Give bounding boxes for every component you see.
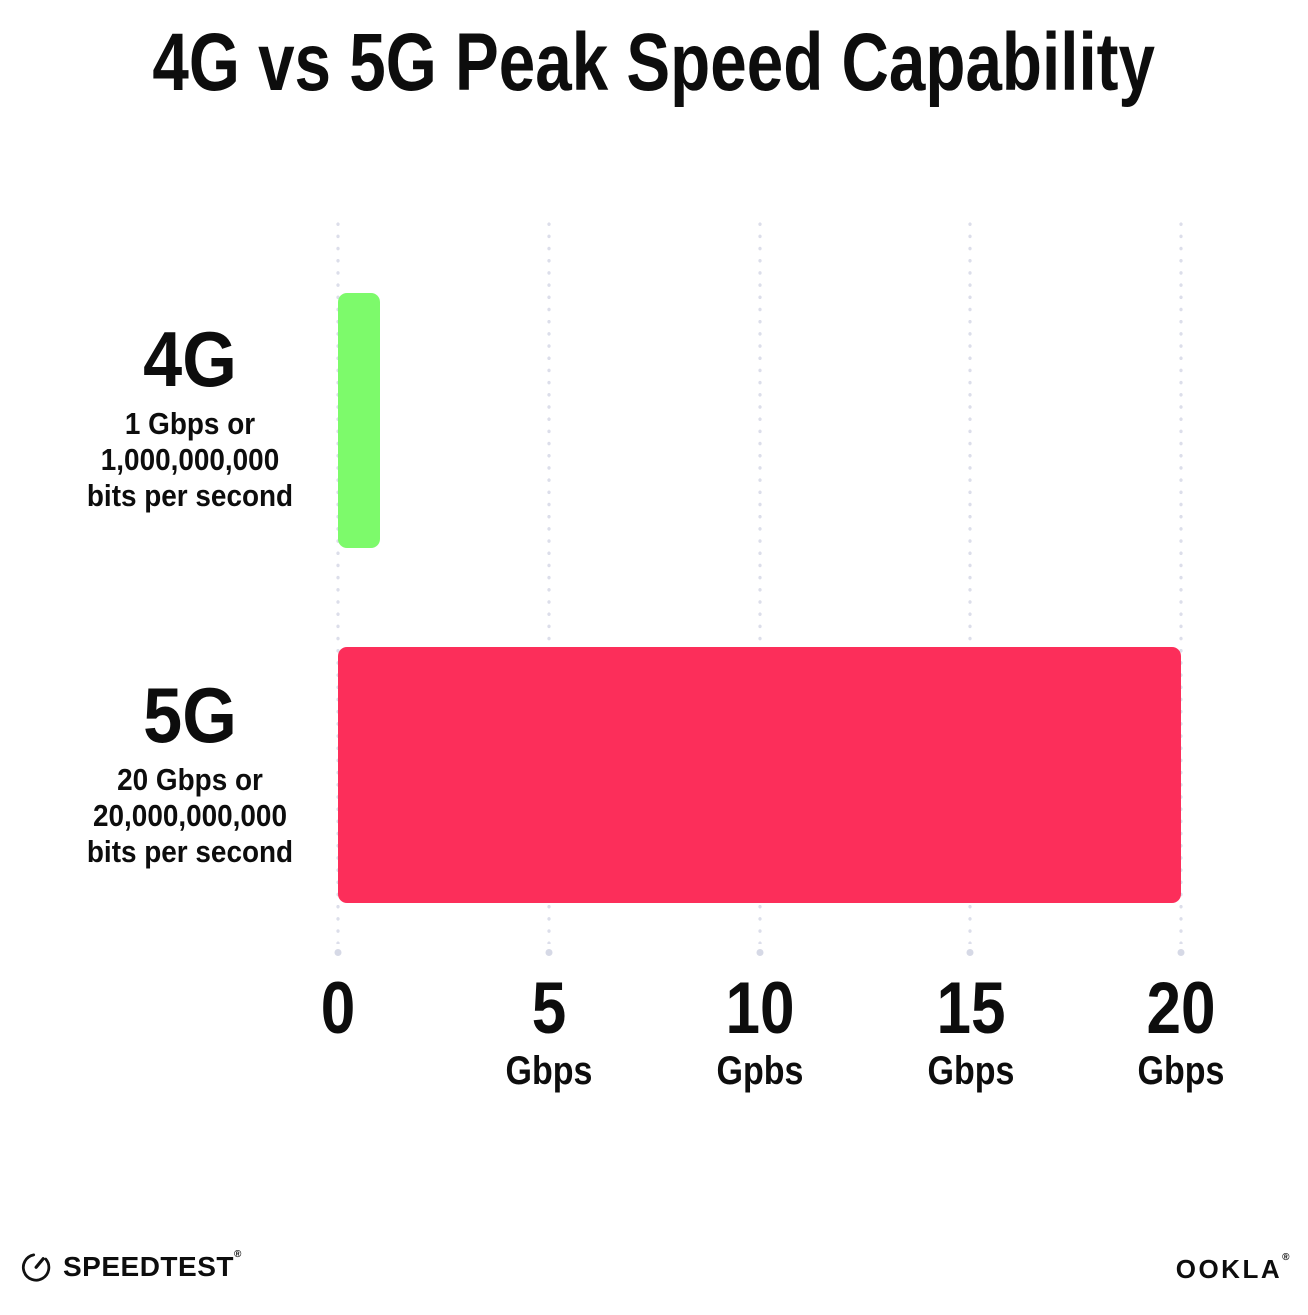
row-label-4g: 4G 1 Gbps or 1,000,000,000 bits per seco… xyxy=(46,318,334,514)
chart-title: 4G vs 5G Peak Speed Capability xyxy=(0,8,1308,118)
x-tick-10: 10 Gpbs xyxy=(658,968,862,1093)
x-tick-value: 15 xyxy=(936,968,1006,1049)
x-tick-unit: Gpbs xyxy=(716,1049,804,1093)
desc-line: bits per second xyxy=(86,834,294,869)
desc-line: 20,000,000,000 xyxy=(93,798,287,833)
x-tick-5: 5 Gbps xyxy=(447,968,651,1093)
row-label-5g-name: 5G xyxy=(143,671,237,759)
bar-4g xyxy=(338,293,380,548)
desc-line: 20 Gbps or xyxy=(117,762,263,797)
trademark-symbol: ® xyxy=(233,1249,242,1260)
x-tick-unit: Gbps xyxy=(927,1049,1015,1093)
gridline-10 xyxy=(758,222,762,944)
row-label-5g-description: 20 Gbps or 20,000,000,000 bits per secon… xyxy=(46,762,334,870)
gridline-20 xyxy=(1179,222,1183,944)
x-tick-value: 5 xyxy=(531,968,567,1049)
gridline-5 xyxy=(547,222,551,944)
bar-5g xyxy=(338,647,1181,903)
desc-line: 1,000,000,000 xyxy=(100,442,280,477)
x-tick-15: 15 Gbps xyxy=(869,968,1073,1093)
row-label-4g-name: 4G xyxy=(143,315,237,403)
speedtest-logo: SPEEDTEST® xyxy=(20,1249,242,1284)
speedtest-wordmark: SPEEDTEST® xyxy=(63,1249,242,1282)
desc-line: 1 Gbps or xyxy=(124,406,256,441)
x-tick-unit: Gbps xyxy=(505,1049,593,1093)
x-tick-unit: Gbps xyxy=(1137,1049,1225,1093)
x-tick-value: 10 xyxy=(725,968,795,1049)
gridline-0 xyxy=(336,222,340,944)
row-label-5g: 5G 20 Gbps or 20,000,000,000 bits per se… xyxy=(46,674,334,870)
gridline-15 xyxy=(968,222,972,944)
x-tick-20: 20 Gbps xyxy=(1079,968,1283,1093)
row-label-4g-description: 1 Gbps or 1,000,000,000 bits per second xyxy=(46,406,334,514)
ookla-logo: OOKLA® xyxy=(1175,1252,1292,1285)
desc-line: bits per second xyxy=(86,478,294,513)
plot-area xyxy=(336,222,1183,958)
chart-title-text: 4G vs 5G Peak Speed Capability xyxy=(152,17,1156,108)
x-tick-value: 0 xyxy=(320,968,356,1049)
ookla-wordmark: OOKLA xyxy=(1175,1254,1283,1284)
x-tick-0: 0 xyxy=(236,972,440,1050)
speedtest-gauge-icon xyxy=(21,1253,51,1282)
x-tick-value: 20 xyxy=(1146,968,1216,1049)
trademark-symbol: ® xyxy=(1282,1252,1292,1263)
